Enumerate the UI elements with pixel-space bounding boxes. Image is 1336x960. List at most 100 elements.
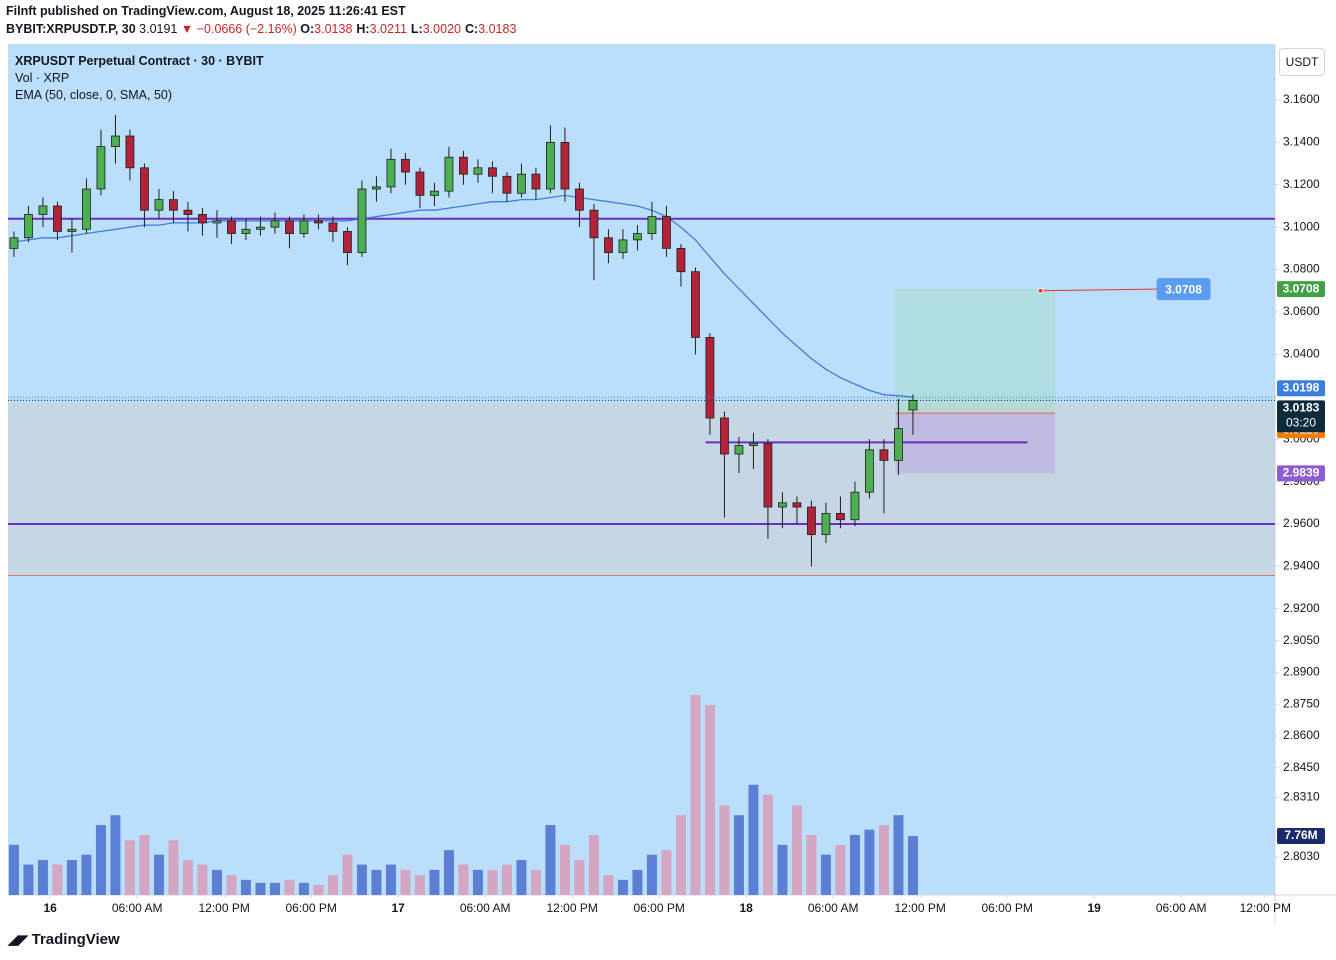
callout-line (1040, 288, 1157, 292)
candle-body (53, 205, 62, 232)
x-tick-label: 06:00 AM (112, 901, 163, 915)
candle-body (488, 167, 497, 177)
x-tick-label: 06:00 AM (460, 901, 511, 915)
volume-bar (820, 854, 831, 895)
candle-body (125, 135, 135, 169)
y-tick-label: 3.0400 (1283, 347, 1320, 361)
candle-body (662, 216, 671, 249)
volume-bar (516, 860, 527, 895)
volume-bar (240, 879, 251, 895)
price-tag (1277, 828, 1325, 845)
volume-bar (313, 885, 324, 895)
volume-bar (400, 869, 411, 895)
price-tag (1277, 281, 1325, 298)
y-tick-label: 2.8310 (1283, 790, 1320, 804)
zone (8, 403, 1275, 576)
volume-bar (878, 825, 889, 895)
candle-body (372, 186, 381, 190)
x-tick-label: 06:00 PM (634, 901, 685, 915)
volume-bar (530, 869, 541, 895)
volume-bar (588, 834, 599, 895)
candle-body (328, 222, 338, 232)
volume-bar (298, 882, 309, 895)
callout-dot (1037, 287, 1044, 294)
candle-body (154, 199, 164, 211)
price-tag-label: 3.0198 (1283, 380, 1320, 394)
volume-bar (443, 850, 454, 895)
volume-bar (806, 834, 817, 895)
price-tag-label: 7.76M (1284, 828, 1317, 842)
price-tag-label: 3.0183 (1283, 401, 1320, 415)
candle-body (618, 239, 628, 254)
candle-body (502, 175, 512, 194)
volume-bar (342, 854, 353, 895)
ohlc-item: 3.0138 (314, 22, 353, 36)
x-tick-label: 06:00 PM (286, 901, 337, 915)
x-tick-label: 06:00 AM (1156, 901, 1207, 915)
ohlc-item: L: (410, 22, 423, 36)
volume-bar (124, 840, 135, 895)
currency-button[interactable]: USDT (1279, 48, 1325, 76)
candle-body (140, 167, 149, 211)
y-tick-label: 2.8600 (1283, 728, 1320, 742)
x-tick-label: 12:00 PM (199, 901, 250, 915)
price-axis (1275, 44, 1336, 895)
volume-bar (211, 869, 222, 895)
volume-bar (559, 844, 570, 895)
candle-body (473, 167, 483, 175)
candle-body (705, 337, 715, 419)
volume-bar (197, 864, 208, 895)
candle-body (676, 247, 686, 273)
candle-body (894, 428, 903, 461)
volume-bar (110, 815, 121, 895)
candle-body (807, 506, 816, 535)
candle-body (821, 512, 831, 535)
volume-bar (632, 869, 643, 895)
candle-body (24, 214, 33, 239)
candle-body (212, 220, 222, 224)
y-tick-label: 2.8750 (1283, 696, 1320, 710)
volume-bar (269, 882, 280, 895)
candle-body (386, 158, 396, 188)
volume-bar (8, 844, 19, 895)
candle-body (865, 449, 874, 493)
candle-body (575, 188, 584, 211)
candle-body (415, 171, 425, 196)
price-tag-label: 2.9839 (1283, 465, 1320, 479)
candle-body (604, 237, 613, 254)
y-tick-label: 2.9050 (1283, 633, 1320, 647)
candle-body (589, 209, 599, 239)
y-tick-label: 3.1000 (1283, 219, 1320, 233)
y-tick-label: 2.8450 (1283, 760, 1320, 774)
candle-body (38, 205, 48, 215)
y-tick-label: 3.1200 (1283, 177, 1320, 191)
x-tick-label: 18 (740, 901, 754, 915)
volume-bar (414, 875, 425, 895)
chart-title: XRPUSDT Perpetual Contract · 30 · BYBIT (15, 54, 264, 68)
legend: XRPUSDT Perpetual Contract · 30 · BYBIT … (15, 53, 264, 104)
candle-body (879, 449, 889, 461)
y-tick-label: 3.0600 (1283, 304, 1320, 318)
candle-body (82, 188, 91, 230)
candle-body (763, 443, 773, 508)
y-tick-label: 3.1400 (1283, 135, 1320, 149)
volume-bar (501, 864, 512, 895)
x-tick-label: 16 (44, 901, 58, 915)
candle-body (459, 156, 468, 175)
candle-body (285, 220, 294, 234)
x-tick-label: 06:00 AM (808, 901, 859, 915)
candle-body (546, 141, 555, 190)
x-tick-label: 12:00 PM (547, 901, 598, 915)
candle-body (241, 228, 251, 234)
candle-body (198, 214, 207, 224)
x-tick-label: 12:00 PM (1240, 901, 1291, 915)
price-tag-label: 3.0708 (1283, 281, 1320, 295)
volume-bar (66, 860, 77, 895)
candle-body (314, 220, 323, 224)
candle-body (430, 190, 439, 196)
price-tag (1277, 400, 1325, 433)
y-tick-label: 2.9400 (1283, 559, 1320, 573)
volume-bar (690, 695, 701, 895)
x-tick-label: 17 (392, 901, 406, 915)
